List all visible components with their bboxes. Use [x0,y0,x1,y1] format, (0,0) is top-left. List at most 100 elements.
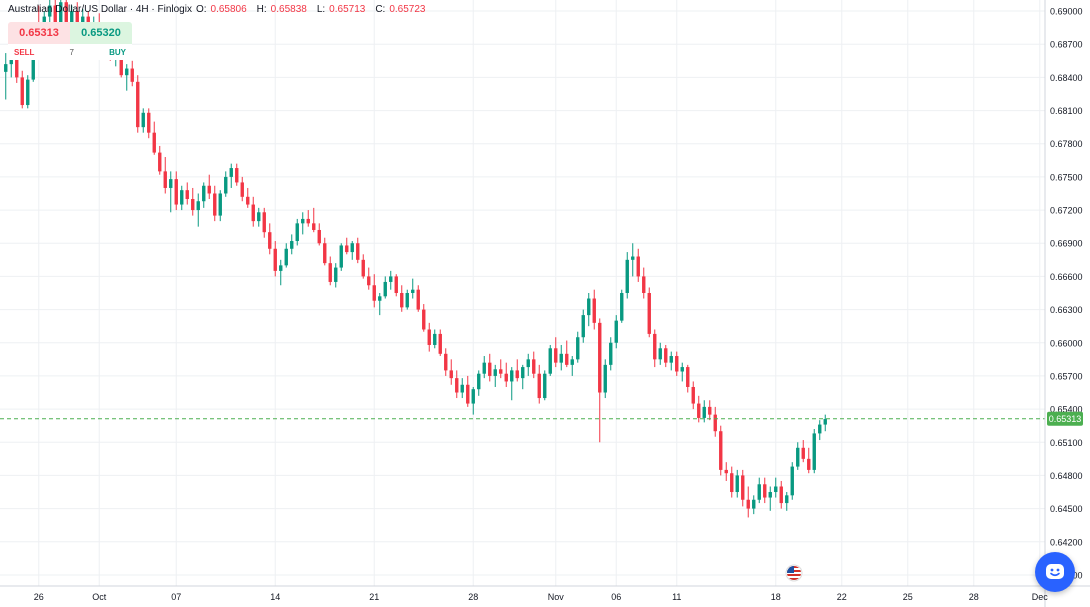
candle [532,351,536,379]
candle [581,309,585,343]
candle-body [400,293,404,308]
price-axis[interactable]: 0.69000 0.68700 0.68400 0.68100 0.67800 0.675… [1044,0,1083,607]
time-axis[interactable]: 26 Oct 07 14 21 28 Nov 06 11 18 22 25 28 Dec [0,585,1090,602]
x-tick-label: 28 [468,592,478,602]
candle-body [565,353,569,365]
candle-body [455,378,459,393]
candle [664,344,668,368]
candle-body [125,68,129,76]
candle-body [763,484,767,498]
candle-body [801,447,805,459]
candle [537,364,541,404]
candle [779,480,783,509]
buy-price-button[interactable]: 0.65320 [70,22,132,44]
candle [268,223,272,255]
x-tick-label: 22 [837,592,847,602]
x-tick-label: 14 [270,592,280,602]
buy-button[interactable]: BUY [109,47,126,57]
candle [202,182,206,208]
candle-body [647,293,651,334]
candle [218,190,222,222]
candle [543,370,547,401]
candle-body [279,265,283,271]
candle-body [4,64,8,72]
candle [504,362,508,387]
candle [488,353,492,382]
y-tick-label: 0.67800 [1050,139,1083,149]
y-tick-label: 0.68100 [1050,106,1083,116]
candle-body [213,193,217,216]
candle [20,70,24,109]
sell-button[interactable]: SELL [14,47,35,57]
candle-body [515,370,519,379]
candle-body [323,243,327,264]
candle [471,386,475,415]
candle-body [15,44,19,78]
candle-body [735,475,739,493]
candle-body [559,353,563,363]
candle [598,318,602,443]
high-label: H: [256,4,267,15]
candle-body [609,342,613,365]
candle-body [152,132,156,153]
candle-body [730,473,734,493]
open-label: O: [195,4,207,15]
candle-body [785,495,789,504]
candle [609,337,613,371]
candle-body [416,289,420,310]
x-tick-label: Nov [548,592,565,602]
x-tick-label: 25 [903,592,913,602]
candle [697,395,701,423]
candle-body [581,315,585,338]
sell-price-button[interactable]: 0.65313 [8,22,70,44]
x-tick-label: 28 [969,592,979,602]
candle-body [334,267,338,282]
candle-body [185,190,189,200]
last-price-tag-bg [1047,411,1083,426]
candle [438,329,442,357]
candle-body [317,229,321,244]
x-tick-label: 18 [771,592,781,602]
candle [273,241,277,277]
chat-bot-button[interactable] [1035,552,1075,592]
symbol-title[interactable]: Australian Dollar/US Dollar · 4H · Finlo… [8,4,192,15]
candle-body [378,296,382,301]
x-tick-label: 06 [611,592,621,602]
candle-body [823,419,827,425]
candle-body [251,204,255,222]
candle-body [147,112,151,133]
candle [229,163,233,188]
low-label: L: [316,4,326,15]
candle-body [631,256,635,260]
candle-body [59,2,63,36]
candle-body [592,298,596,323]
chat-bot-icon [1046,564,1064,579]
candle [620,289,624,323]
candle-body [625,259,629,293]
candle-body [576,337,580,360]
candle-body [521,367,525,379]
candle-body [482,362,486,374]
us-flag-icon[interactable] [785,564,803,582]
candle-body [724,469,728,474]
candle-body [746,499,750,509]
candle [361,254,365,279]
y-tick-label: 0.69000 [1050,7,1083,17]
candle [708,400,712,421]
candle-body [477,373,481,390]
candle-body [444,353,448,371]
candle-body [345,245,349,253]
candle-body [570,359,574,365]
candle-body [218,193,222,216]
candle [378,293,382,316]
candle-body [350,243,354,253]
candle-body [356,243,360,260]
y-tick-label: 0.64800 [1050,471,1083,481]
candle-body [708,406,712,415]
y-tick-label: 0.66600 [1050,272,1083,282]
candle-body [471,389,475,404]
y-tick-label: 0.65700 [1050,371,1083,381]
candle [141,108,145,133]
candle [26,75,30,109]
